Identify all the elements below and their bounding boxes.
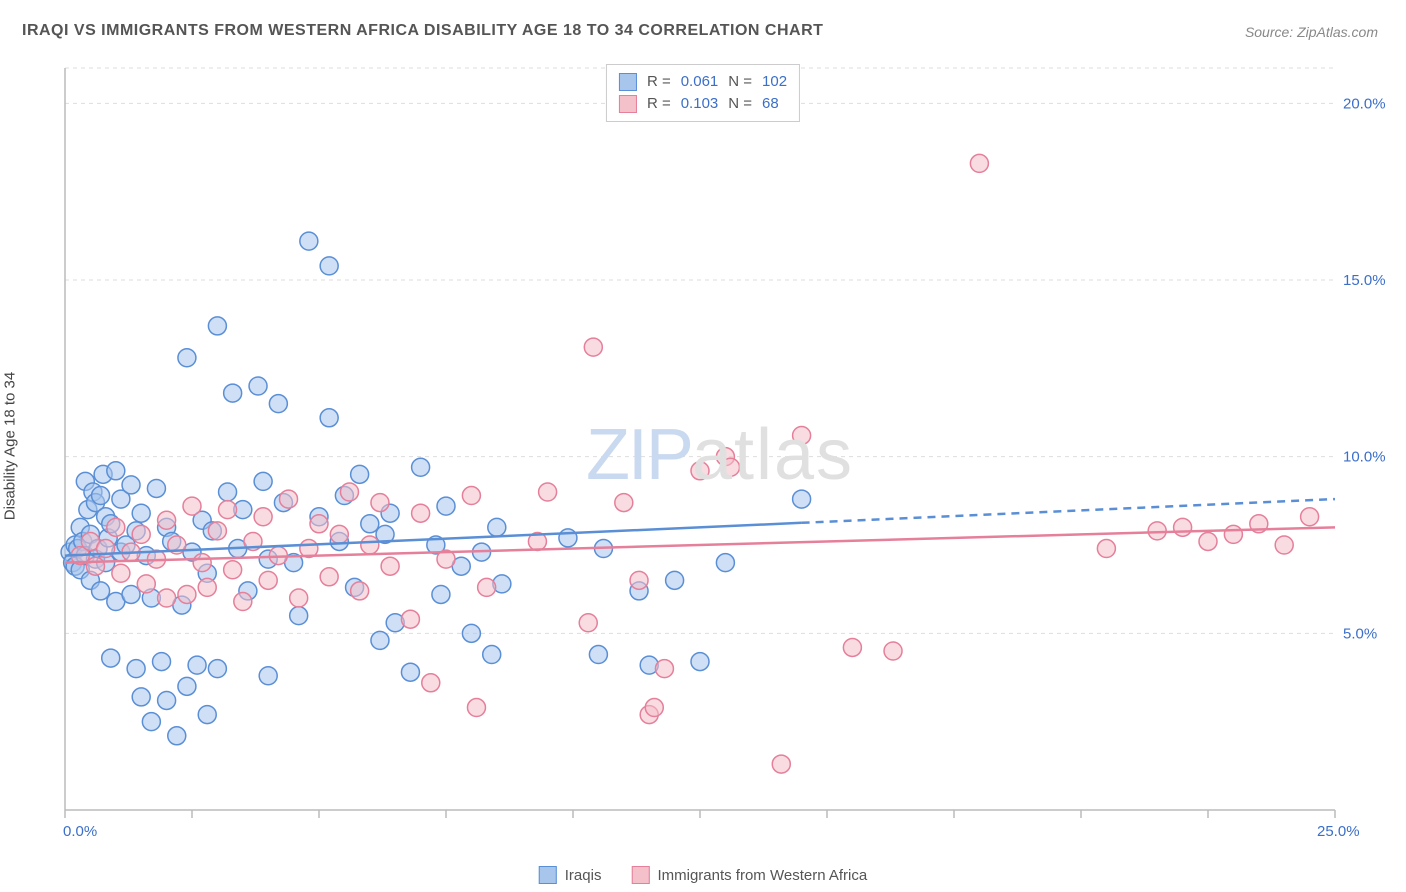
scatter-plot-svg: 5.0% 10.0% 15.0% 20.0% 0.0% 25.0% bbox=[55, 60, 1385, 850]
source-attribution: Source: ZipAtlas.com bbox=[1245, 24, 1378, 40]
swatch-series-2 bbox=[619, 95, 637, 113]
n-value-1: 102 bbox=[762, 71, 787, 93]
correlation-legend: R = 0.061 N = 102 R = 0.103 N = 68 bbox=[606, 64, 800, 122]
legend-swatch-2 bbox=[631, 866, 649, 884]
y-axis-label: Disability Age 18 to 34 bbox=[2, 372, 19, 520]
svg-text:5.0%: 5.0% bbox=[1343, 625, 1377, 642]
svg-text:25.0%: 25.0% bbox=[1317, 823, 1360, 840]
legend-swatch-1 bbox=[539, 866, 557, 884]
legend-label-2: Immigrants from Western Africa bbox=[657, 867, 867, 884]
svg-text:10.0%: 10.0% bbox=[1343, 449, 1385, 466]
legend-item-1: Iraqis bbox=[539, 866, 602, 884]
correlation-row-2: R = 0.103 N = 68 bbox=[619, 93, 787, 115]
n-label-2: N = bbox=[728, 93, 752, 115]
series-legend: Iraqis Immigrants from Western Africa bbox=[539, 866, 867, 884]
r-label-2: R = bbox=[647, 93, 671, 115]
svg-text:20.0%: 20.0% bbox=[1343, 95, 1385, 112]
chart-area: 5.0%10.0%15.0%20.0%0.0%25.0% ZIPatlas bbox=[55, 60, 1385, 850]
r-value-1: 0.061 bbox=[681, 71, 719, 93]
legend-item-2: Immigrants from Western Africa bbox=[631, 866, 867, 884]
legend-label-1: Iraqis bbox=[565, 867, 602, 884]
n-value-2: 68 bbox=[762, 93, 779, 115]
r-label-1: R = bbox=[647, 71, 671, 93]
r-value-2: 0.103 bbox=[681, 93, 719, 115]
swatch-series-1 bbox=[619, 73, 637, 91]
svg-text:0.0%: 0.0% bbox=[63, 823, 97, 840]
chart-title: IRAQI VS IMMIGRANTS FROM WESTERN AFRICA … bbox=[22, 22, 823, 40]
svg-text:15.0%: 15.0% bbox=[1343, 272, 1385, 289]
n-label-1: N = bbox=[728, 71, 752, 93]
correlation-row-1: R = 0.061 N = 102 bbox=[619, 71, 787, 93]
